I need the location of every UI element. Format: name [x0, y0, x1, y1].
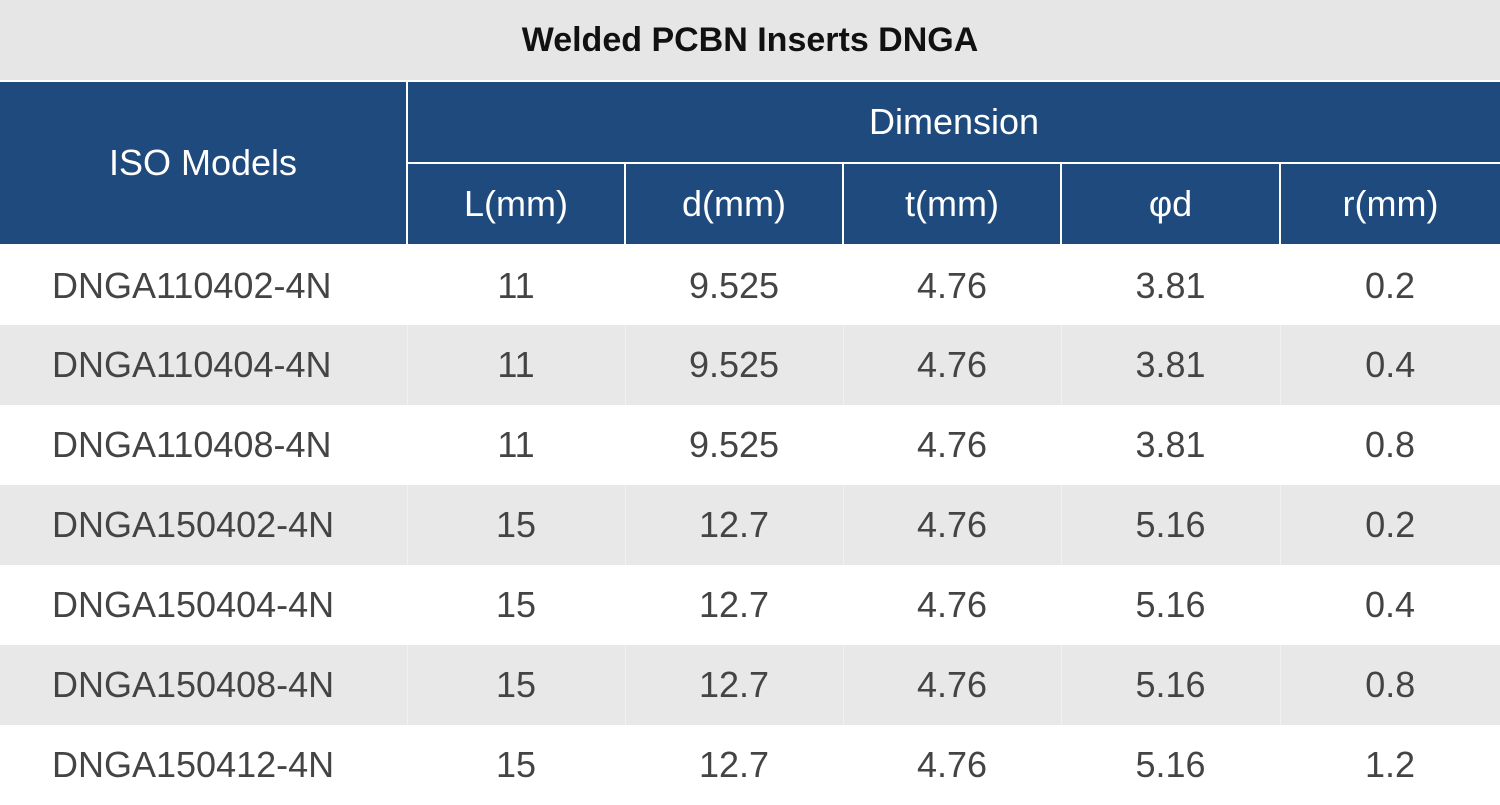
cell-phi-d: 5.16 [1060, 485, 1280, 565]
header-col-phi-d: φd [1060, 162, 1281, 246]
table-row: DNGA150402-4N 15 12.7 4.76 5.16 0.2 [0, 485, 1500, 565]
cell-model: DNGA110404-4N [0, 325, 407, 405]
cell-model: DNGA150402-4N [0, 485, 407, 565]
cell-t: 4.76 [843, 565, 1061, 645]
cell-r: 0.2 [1279, 485, 1500, 565]
cell-model: DNGA150412-4N [0, 725, 407, 805]
cell-model: DNGA110402-4N [0, 245, 407, 325]
cell-l: 15 [406, 485, 625, 565]
cell-phi-d: 3.81 [1061, 405, 1280, 485]
table-row: DNGA150412-4N 15 12.7 4.76 5.16 1.2 [0, 725, 1500, 805]
cell-l: 15 [407, 725, 625, 805]
cell-model: DNGA150404-4N [0, 565, 407, 645]
cell-d: 9.525 [625, 245, 843, 325]
cell-phi-d: 5.16 [1060, 645, 1280, 725]
cell-r: 0.2 [1280, 245, 1500, 325]
cell-t: 4.76 [842, 325, 1061, 405]
cell-model: DNGA150408-4N [0, 645, 407, 725]
cell-d: 12.7 [624, 645, 843, 725]
cell-t: 4.76 [842, 485, 1061, 565]
cell-phi-d: 5.16 [1061, 565, 1280, 645]
header-dimension: Dimension [405, 80, 1500, 164]
cell-r: 0.4 [1279, 325, 1500, 405]
cell-d: 9.525 [624, 325, 843, 405]
cell-phi-d: 3.81 [1061, 245, 1280, 325]
cell-r: 0.4 [1280, 565, 1500, 645]
header-col-l: L(mm) [406, 162, 626, 246]
table-row: DNGA110402-4N 11 9.525 4.76 3.81 0.2 [0, 245, 1500, 325]
table-row: DNGA150408-4N 15 12.7 4.76 5.16 0.8 [0, 645, 1500, 725]
header-col-d: d(mm) [624, 162, 844, 246]
table-header: ISO Models Dimension L(mm) d(mm) t(mm) φ… [0, 80, 1500, 246]
cell-d: 12.7 [625, 565, 843, 645]
cell-l: 11 [406, 325, 625, 405]
cell-l: 15 [406, 645, 625, 725]
table-row: DNGA150404-4N 15 12.7 4.76 5.16 0.4 [0, 565, 1500, 645]
cell-d: 12.7 [624, 485, 843, 565]
table-body: DNGA110402-4N 11 9.525 4.76 3.81 0.2 DNG… [0, 245, 1500, 805]
cell-d: 12.7 [625, 725, 843, 805]
cell-l: 15 [407, 565, 625, 645]
cell-phi-d: 5.16 [1061, 725, 1280, 805]
table-row: DNGA110404-4N 11 9.525 4.76 3.81 0.4 [0, 325, 1500, 405]
table-row: DNGA110408-4N 11 9.525 4.76 3.81 0.8 [0, 405, 1500, 485]
cell-l: 11 [407, 245, 625, 325]
cell-l: 11 [407, 405, 625, 485]
table-title: Welded PCBN Inserts DNGA [0, 0, 1500, 80]
cell-r: 0.8 [1280, 405, 1500, 485]
header-iso-models: ISO Models [0, 80, 408, 246]
cell-t: 4.76 [842, 645, 1061, 725]
cell-model: DNGA110408-4N [0, 405, 407, 485]
cell-t: 4.76 [843, 725, 1061, 805]
cell-r: 1.2 [1280, 725, 1500, 805]
cell-phi-d: 3.81 [1060, 325, 1280, 405]
header-col-r: r(mm) [1278, 162, 1500, 246]
header-col-t: t(mm) [842, 162, 1062, 246]
cell-r: 0.8 [1279, 645, 1500, 725]
cell-d: 9.525 [625, 405, 843, 485]
cell-t: 4.76 [843, 245, 1061, 325]
cell-t: 4.76 [843, 405, 1061, 485]
spec-table: ISO Models Dimension L(mm) d(mm) t(mm) φ… [0, 80, 1500, 805]
